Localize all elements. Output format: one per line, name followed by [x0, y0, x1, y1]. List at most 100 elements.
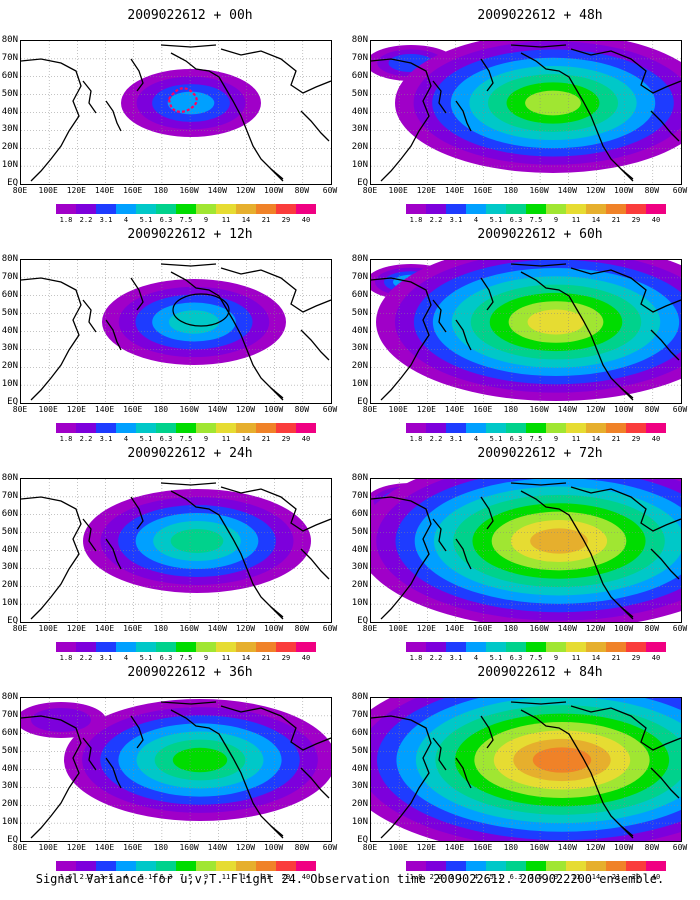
latitude-label: 20N: [351, 799, 368, 810]
longitude-label: 80W: [294, 405, 310, 414]
longitude-label: 180: [153, 405, 169, 414]
coastline: [300, 548, 330, 580]
longitude-label: 160W: [529, 843, 549, 852]
coastline: [480, 277, 494, 311]
colorbar-label: 29: [281, 435, 291, 443]
colorbar-swatch: [276, 204, 296, 214]
variance-map: [21, 260, 331, 403]
longitude-label: 160E: [473, 186, 493, 195]
latitude-label: 20N: [351, 361, 368, 372]
longitude-label: 60W: [672, 624, 688, 633]
longitude-label: 80W: [644, 624, 660, 633]
colorbar-swatch: [196, 423, 216, 433]
longitude-label: 80E: [12, 843, 28, 852]
colorbar-swatch: [236, 204, 256, 214]
latitude-label: 10N: [1, 817, 18, 828]
longitude-label: 80E: [362, 405, 378, 414]
longitude-label: 120W: [585, 405, 606, 414]
colorbar-swatch: [586, 423, 606, 433]
longitude-label: 80W: [294, 624, 310, 633]
colorbar-label: 21: [261, 654, 271, 662]
colorbar-label: 2.2: [79, 435, 93, 443]
coastline: [105, 100, 122, 132]
colorbar-swatch: [506, 861, 526, 871]
colorbar-swatch: [196, 861, 216, 871]
latitude-label: 60N: [1, 508, 18, 519]
map-area: [370, 478, 682, 623]
variance-contour: [170, 529, 224, 553]
variance-map: [371, 260, 681, 403]
colorbar-swatch: [446, 423, 466, 433]
longitude-label: 140E: [444, 624, 465, 633]
latitude-label: 40N: [351, 544, 368, 555]
latitude-label: 20N: [1, 142, 18, 153]
latitude-label: 80N: [1, 692, 18, 702]
longitude-label: 120W: [235, 624, 256, 633]
longitude-label: 140E: [444, 186, 465, 195]
colorbar-label: 29: [631, 216, 641, 224]
longitude-label: 80E: [12, 186, 28, 195]
colorbar-swatch: [646, 642, 666, 652]
colorbar-label: 40: [301, 435, 311, 443]
longitude-label: 140E: [444, 843, 465, 852]
latitude-label: EQ: [357, 397, 368, 407]
colorbar-label: 14: [241, 654, 251, 662]
longitude-label: 80E: [362, 843, 378, 852]
longitude-label: 80W: [644, 843, 660, 852]
longitude-label: 100E: [388, 186, 408, 195]
colorbar-swatch: [276, 861, 296, 871]
colorbar: [406, 642, 666, 652]
coastline: [650, 329, 680, 361]
colorbar-label: 11: [571, 435, 581, 443]
colorbar-swatch: [76, 204, 96, 214]
coastline: [455, 757, 472, 789]
colorbar-label: 4: [473, 654, 479, 662]
longitude-label: 160E: [123, 843, 143, 852]
colorbar-label: 9: [553, 873, 559, 881]
colorbar-swatch: [296, 204, 316, 214]
coastline: [620, 168, 634, 182]
colorbar-swatch: [626, 861, 646, 871]
latitude-label: 80N: [1, 254, 18, 264]
colorbar-swatch: [236, 642, 256, 652]
colorbar-swatch: [176, 642, 196, 652]
latitude-label: 40N: [351, 106, 368, 117]
colorbar-label: 14: [591, 873, 601, 881]
longitude-label: 60W: [322, 624, 338, 633]
colorbar-label: 6.3: [159, 216, 173, 224]
longitude-label: 140W: [557, 405, 577, 414]
colorbar-label: 7.5: [529, 873, 543, 881]
colorbar-swatch: [256, 642, 276, 652]
colorbar-swatch: [196, 204, 216, 214]
latitude-label: 60N: [351, 289, 368, 300]
colorbar-swatch: [406, 423, 426, 433]
longitude-label: 80W: [644, 186, 660, 195]
longitude-label: 120W: [235, 186, 256, 195]
colorbar-label: 3.1: [99, 654, 113, 662]
latitude-label: 70N: [351, 709, 368, 720]
colorbar-label: 7.5: [179, 216, 193, 224]
colorbar-swatch: [216, 642, 236, 652]
colorbar-label: 3.1: [449, 216, 463, 224]
colorbar-label: 29: [281, 654, 291, 662]
colorbar-label: 14: [591, 216, 601, 224]
colorbar-swatch: [296, 423, 316, 433]
latitude-label: 70N: [351, 52, 368, 63]
colorbar-swatch: [116, 423, 136, 433]
colorbar-swatch: [466, 642, 486, 652]
colorbar-label: 5.1: [139, 435, 153, 443]
latitude-label: 40N: [1, 544, 18, 555]
colorbar-swatch: [96, 861, 116, 871]
coastline: [510, 263, 567, 267]
colorbar-label: 40: [651, 654, 661, 662]
colorbar-swatch: [606, 204, 626, 214]
longitude-label: 160E: [123, 186, 143, 195]
colorbar-label: 9: [553, 216, 559, 224]
colorbar-label: 14: [591, 435, 601, 443]
coastline: [270, 168, 284, 182]
colorbar-swatch: [96, 423, 116, 433]
latitude-label: 50N: [351, 526, 368, 537]
colorbar-label: 5.1: [139, 873, 153, 881]
colorbar-label: 9: [203, 654, 209, 662]
colorbar-swatch: [646, 861, 666, 871]
